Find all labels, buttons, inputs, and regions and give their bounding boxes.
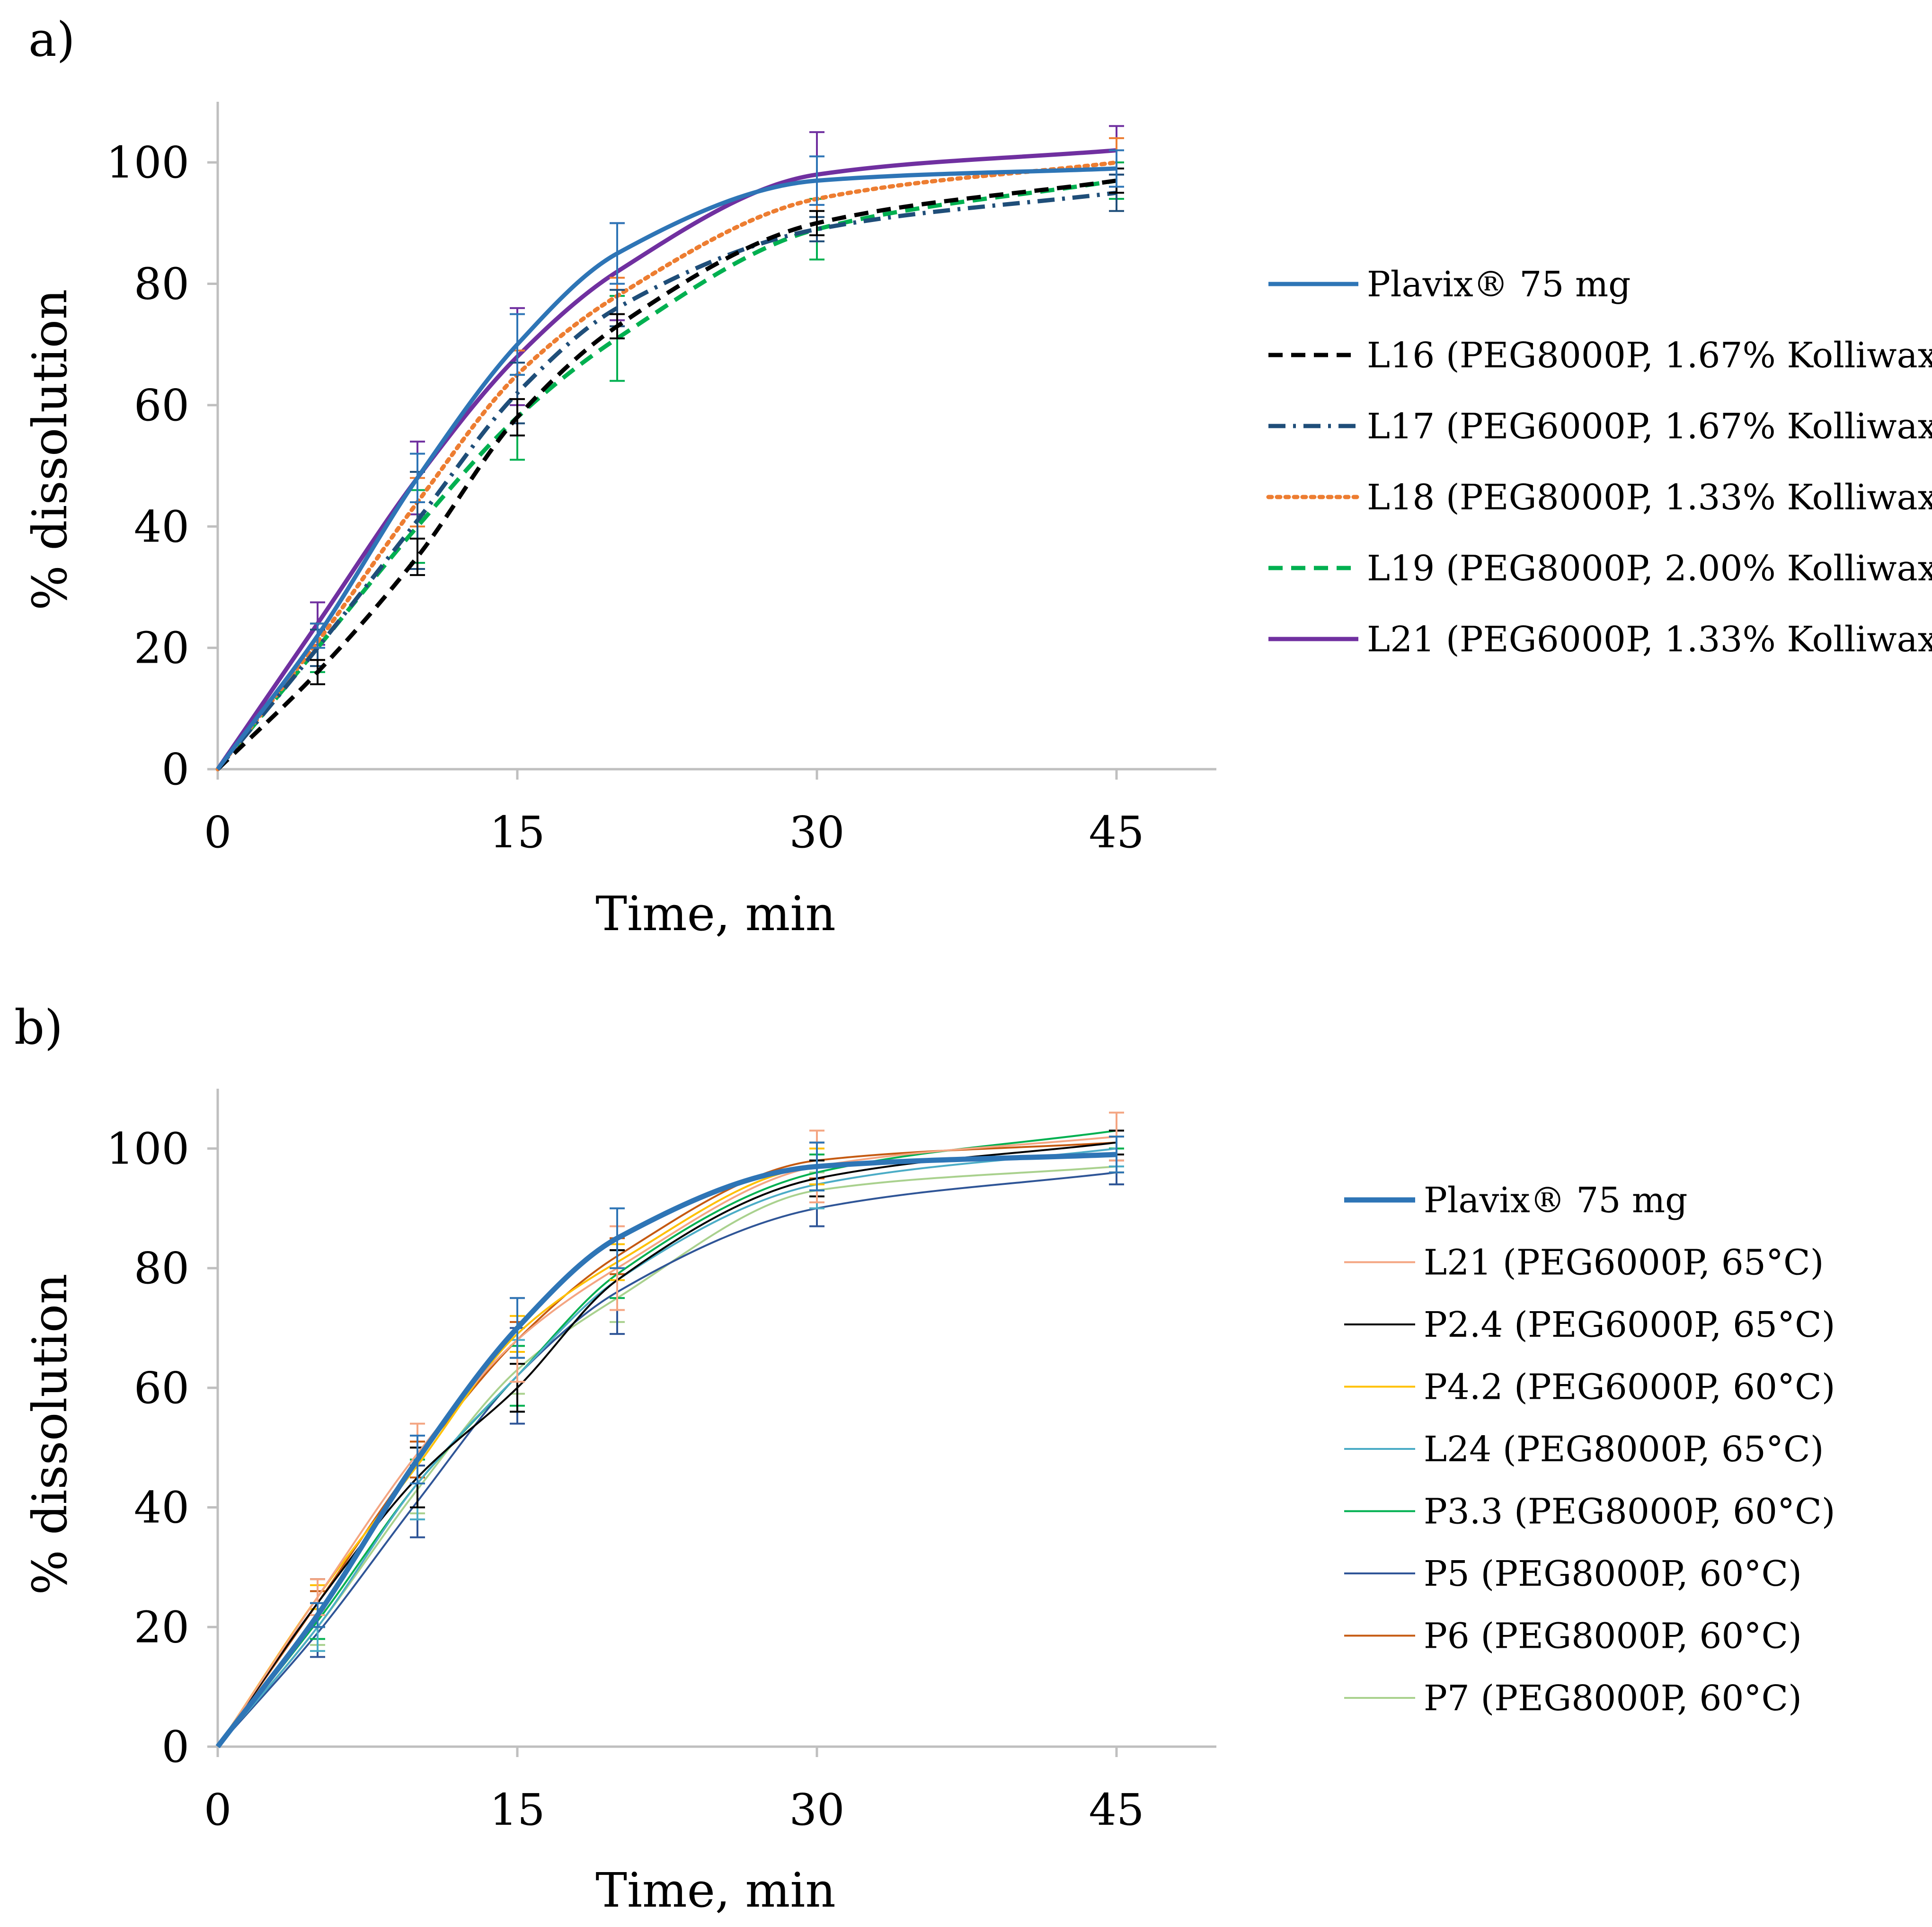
x-tick-label: 0 xyxy=(204,807,232,858)
panel-b: b) % dissolution Time, min 0204060801000… xyxy=(14,1000,1835,1918)
series-2 xyxy=(216,168,1124,771)
y-tick-label: 0 xyxy=(161,1722,189,1772)
panel-b-legend: Plavix® 75 mg L21 (PEG6000P, 65°C) P2.4 (P… xyxy=(1344,1180,1835,1719)
series-5 xyxy=(216,161,1124,771)
legend-label: P3.3 (PEG8000P, 60°C) xyxy=(1424,1492,1835,1532)
series-4 xyxy=(217,1136,1124,1748)
panel-a-axes xyxy=(216,102,1216,771)
series-line xyxy=(216,178,1117,771)
panel-b-series xyxy=(215,1111,1124,1749)
series-1 xyxy=(216,149,1124,771)
x-tick-label: 0 xyxy=(204,1785,232,1835)
legend-label: P4.2 (PEG6000P, 60°C) xyxy=(1424,1367,1835,1408)
series-4 xyxy=(215,137,1124,772)
panel-b-axes xyxy=(216,1089,1216,1748)
legend-label: L19 (PEG8000P, 2.00% Kolliwax) xyxy=(1367,548,1932,589)
series-line xyxy=(215,160,1119,772)
y-tick-label: 60 xyxy=(134,1363,189,1413)
series-line xyxy=(217,1136,1117,1748)
y-tick-label: 20 xyxy=(134,623,189,674)
panel-b-ylabel: % dissolution xyxy=(22,1274,78,1595)
y-tick-label: 60 xyxy=(134,380,189,431)
series-line xyxy=(217,1171,1117,1748)
legend-label: P7 (PEG8000P, 60°C) xyxy=(1424,1678,1802,1719)
series-line xyxy=(217,1165,1117,1748)
legend-label: P5 (PEG8000P, 60°C) xyxy=(1424,1554,1802,1594)
series-2 xyxy=(217,1111,1124,1748)
legend-label: L17 (PEG6000P, 1.67% Kolliwax) xyxy=(1367,406,1932,447)
series-line xyxy=(217,1141,1117,1748)
x-tick-label: 45 xyxy=(1089,1785,1144,1835)
series-line xyxy=(217,1141,1117,1748)
legend-label: L24 (PEG8000P, 65°C) xyxy=(1424,1429,1824,1470)
y-tick-label: 80 xyxy=(134,1243,189,1294)
legend-label: L18 (PEG8000P, 1.33% Kolliwax) xyxy=(1367,477,1932,518)
panel-a: a) % dissolution Time, min 0204060801000… xyxy=(22,12,1932,941)
x-tick-label: 30 xyxy=(789,807,844,858)
legend-label: L21 (PEG6000P, 1.33% Kolliwax) xyxy=(1367,619,1932,660)
series-line xyxy=(217,1154,1117,1748)
legend-label: L21 (PEG6000P, 65°C) xyxy=(1424,1243,1824,1283)
x-tick-label: 15 xyxy=(489,807,545,858)
panel-a-ticks: 0 20 40 60 80 100 0 15 30 45 xyxy=(106,137,1144,858)
panel-a-series xyxy=(215,125,1124,772)
series-line xyxy=(217,1147,1117,1748)
series-line xyxy=(217,1129,1117,1748)
series-line xyxy=(216,190,1117,771)
legend-label: P6 (PEG8000P, 60°C) xyxy=(1424,1616,1802,1657)
y-tick-label: 20 xyxy=(134,1602,189,1652)
y-tick-label: 80 xyxy=(134,259,189,310)
panel-b-ticks: 0 20 40 60 80 100 0 15 30 45 xyxy=(106,1123,1144,1835)
y-tick-label: 40 xyxy=(134,1483,189,1533)
series-8 xyxy=(217,1129,1124,1748)
x-tick-label: 15 xyxy=(489,1785,545,1835)
legend-label: L16 (PEG8000P, 1.67% Kolliwax xyxy=(1367,335,1932,376)
legend-label: P2.4 (PEG6000P, 65°C) xyxy=(1424,1305,1835,1345)
panel-b-label: b) xyxy=(14,1000,63,1055)
y-tick-label: 100 xyxy=(106,1123,189,1174)
series-1 xyxy=(215,1136,1124,1749)
panel-a-ylabel: % dissolution xyxy=(22,289,78,611)
panel-a-xlabel: Time, min xyxy=(595,886,835,941)
y-tick-label: 0 xyxy=(161,744,189,795)
error-bar xyxy=(410,537,425,576)
x-tick-label: 45 xyxy=(1089,807,1144,858)
panel-a-legend: Plavix® 75 mg L16 (PEG8000P, 1.67% Kolliw… xyxy=(1266,264,1932,660)
series-line xyxy=(215,1152,1117,1749)
x-tick-label: 30 xyxy=(789,1785,844,1835)
series-6 xyxy=(216,125,1124,771)
series-line xyxy=(216,166,1117,771)
series-7 xyxy=(217,1159,1124,1748)
legend-label: Plavix® 75 mg xyxy=(1424,1180,1688,1221)
y-tick-label: 40 xyxy=(134,501,189,552)
series-6 xyxy=(217,1111,1124,1748)
series-line xyxy=(216,178,1117,771)
y-tick-label: 100 xyxy=(106,137,189,188)
panel-b-xlabel: Time, min xyxy=(595,1863,835,1918)
series-line xyxy=(216,148,1117,771)
legend-label: Plavix® 75 mg xyxy=(1367,264,1631,305)
panel-a-label: a) xyxy=(28,12,75,67)
